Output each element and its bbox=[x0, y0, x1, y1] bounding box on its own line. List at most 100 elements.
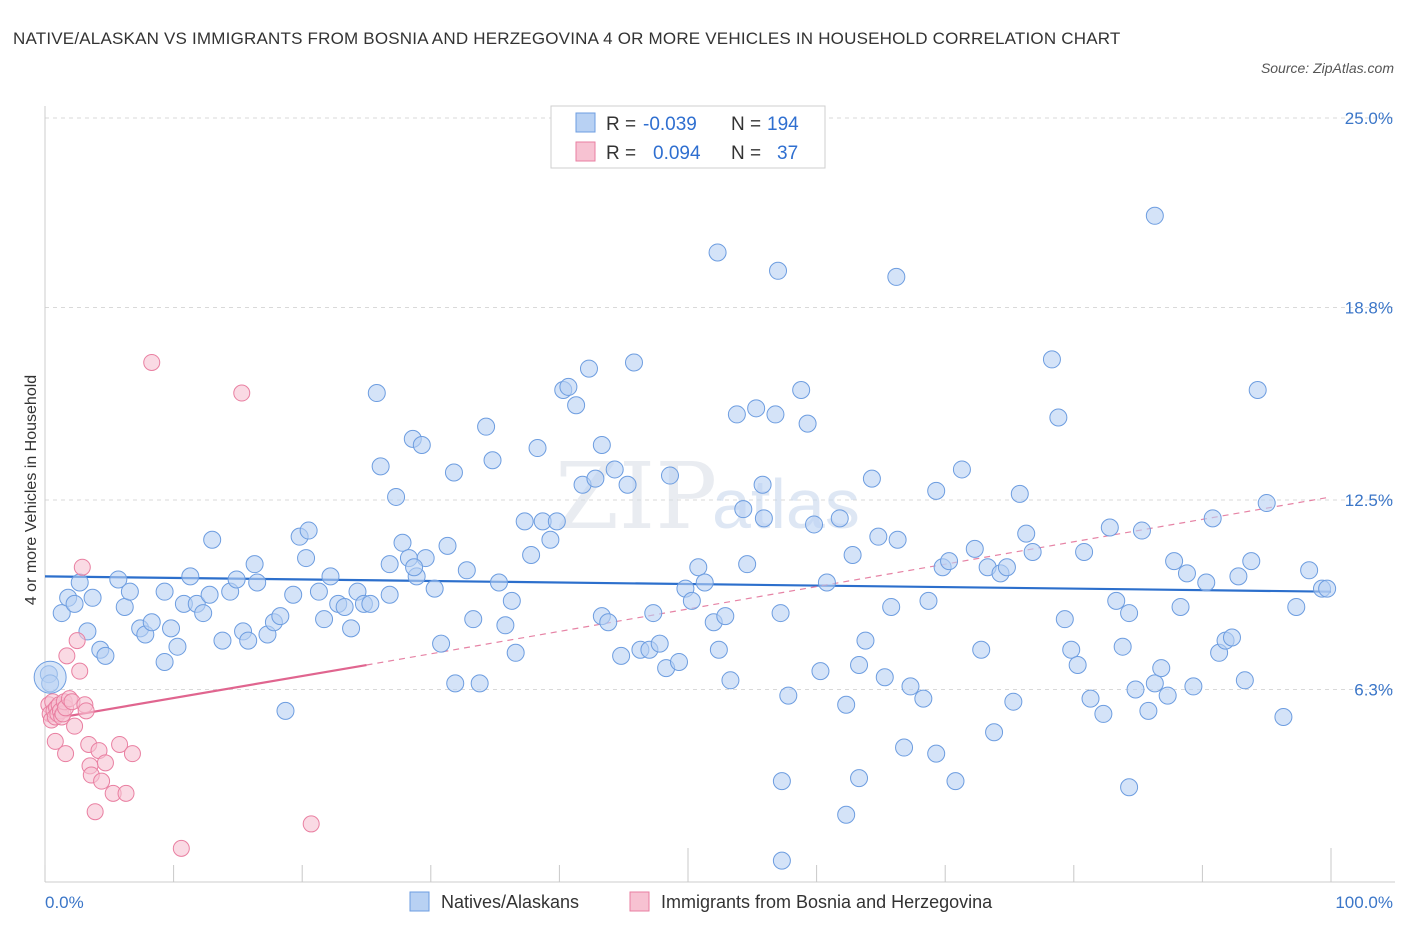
point-natives-193 bbox=[946, 772, 965, 791]
point-natives-130 bbox=[882, 597, 901, 616]
point-natives-133 bbox=[901, 677, 920, 696]
point-natives-120 bbox=[811, 662, 830, 681]
point-natives-116 bbox=[779, 686, 798, 705]
point-natives-23 bbox=[194, 604, 213, 623]
point-natives-146 bbox=[1004, 692, 1023, 711]
point-natives-141 bbox=[972, 640, 991, 659]
point-natives-46 bbox=[342, 619, 361, 638]
point-natives-122 bbox=[830, 509, 849, 528]
x-tick-label-max: 100.0% bbox=[1335, 893, 1393, 912]
point-natives-4 bbox=[65, 594, 84, 613]
point-natives-5 bbox=[70, 573, 89, 592]
point-natives-129 bbox=[875, 668, 894, 687]
point-natives-78 bbox=[541, 530, 560, 549]
point-natives-9 bbox=[96, 646, 115, 665]
series-immigrants bbox=[40, 353, 320, 857]
point-natives-65 bbox=[457, 561, 476, 580]
point-natives-74 bbox=[515, 512, 534, 531]
point-natives-17 bbox=[155, 652, 174, 671]
bottom-legend-swatch-immigrants bbox=[629, 891, 650, 912]
point-natives-117 bbox=[792, 380, 811, 399]
point-immigrants-35 bbox=[143, 353, 161, 371]
point-natives-126 bbox=[856, 631, 875, 650]
point-immigrants-36 bbox=[233, 384, 251, 402]
point-natives-79 bbox=[547, 512, 566, 531]
point-natives-49 bbox=[361, 594, 380, 613]
legend-r-value-1: -0.039 bbox=[643, 114, 697, 135]
point-natives-189 bbox=[769, 261, 788, 280]
point-natives-187 bbox=[1145, 206, 1164, 225]
point-natives-139 bbox=[952, 460, 971, 479]
trendline-immigrants-solid bbox=[44, 663, 367, 722]
point-natives-158 bbox=[1100, 518, 1119, 537]
point-natives-110 bbox=[738, 555, 757, 574]
point-immigrants-18 bbox=[68, 632, 86, 650]
point-natives-32 bbox=[248, 573, 267, 592]
point-natives-151 bbox=[1049, 408, 1068, 427]
point-natives-102 bbox=[689, 558, 708, 577]
point-natives-164 bbox=[1139, 701, 1158, 720]
point-natives-11 bbox=[115, 597, 134, 616]
point-natives-101 bbox=[682, 591, 701, 610]
point-natives-92 bbox=[624, 353, 643, 372]
point-natives-171 bbox=[1184, 677, 1203, 696]
point-natives-84 bbox=[579, 359, 598, 378]
point-natives-160 bbox=[1113, 637, 1132, 656]
point-natives-188 bbox=[708, 243, 727, 262]
point-immigrants-38 bbox=[172, 839, 190, 857]
chart-title: NATIVE/ALASKAN VS IMMIGRANTS FROM BOSNIA… bbox=[13, 29, 1121, 48]
bottom-legend-natives: Natives/Alaskans bbox=[441, 892, 579, 912]
point-immigrants-32 bbox=[123, 745, 141, 763]
point-natives-75 bbox=[522, 546, 541, 565]
point-natives-72 bbox=[502, 591, 521, 610]
point-natives-96 bbox=[650, 634, 669, 653]
point-immigrants-37 bbox=[302, 815, 320, 833]
point-natives-25 bbox=[203, 530, 222, 549]
point-natives-168 bbox=[1165, 552, 1184, 571]
point-natives-73 bbox=[506, 643, 525, 662]
legend-n-label-2: N = bbox=[731, 143, 761, 164]
point-natives-70 bbox=[489, 573, 508, 592]
legend-swatch-natives bbox=[575, 112, 596, 133]
point-natives-179 bbox=[1242, 552, 1261, 571]
point-natives-172 bbox=[1197, 573, 1216, 592]
point-immigrants-19 bbox=[71, 662, 89, 680]
point-natives-10 bbox=[109, 570, 128, 589]
point-natives-98 bbox=[660, 466, 679, 485]
point-natives-18 bbox=[162, 619, 181, 638]
point-immigrants-39 bbox=[86, 803, 104, 821]
point-natives-198 bbox=[405, 558, 424, 577]
point-natives-159 bbox=[1107, 591, 1126, 610]
point-natives-180 bbox=[1248, 380, 1267, 399]
bottom-legend-swatch-natives bbox=[409, 891, 430, 912]
point-natives-118 bbox=[798, 414, 817, 433]
point-natives-37 bbox=[284, 585, 303, 604]
legend-swatch-immigrants bbox=[575, 141, 596, 162]
point-natives-181 bbox=[1257, 494, 1276, 513]
watermark-main: ZIP bbox=[555, 443, 717, 550]
point-natives-176 bbox=[1222, 628, 1241, 647]
point-natives-99 bbox=[669, 652, 688, 671]
point-natives-125 bbox=[850, 656, 869, 675]
legend-r-label-1: R = bbox=[606, 114, 636, 135]
point-natives-149 bbox=[1023, 542, 1042, 561]
point-natives-cluster bbox=[33, 660, 67, 694]
point-natives-81 bbox=[559, 377, 578, 396]
trendline-immigrants-dashed bbox=[366, 496, 1332, 666]
point-natives-136 bbox=[927, 481, 946, 500]
point-natives-24 bbox=[200, 585, 219, 604]
y-tick-labels: 6.3% 12.5% 18.8% 25.0% bbox=[1345, 109, 1393, 699]
point-natives-52 bbox=[380, 555, 399, 574]
point-natives-186 bbox=[1318, 579, 1337, 598]
point-natives-153 bbox=[1062, 640, 1081, 659]
point-natives-69 bbox=[483, 451, 502, 470]
point-immigrants-14 bbox=[58, 647, 76, 665]
point-natives-113 bbox=[754, 509, 773, 528]
legend-n-label-1: N = bbox=[731, 114, 761, 135]
point-natives-134 bbox=[914, 689, 933, 708]
point-natives-86 bbox=[592, 435, 611, 454]
point-natives-61 bbox=[432, 634, 451, 653]
point-natives-12 bbox=[120, 582, 139, 601]
point-natives-53 bbox=[387, 487, 406, 506]
point-natives-103 bbox=[695, 573, 714, 592]
